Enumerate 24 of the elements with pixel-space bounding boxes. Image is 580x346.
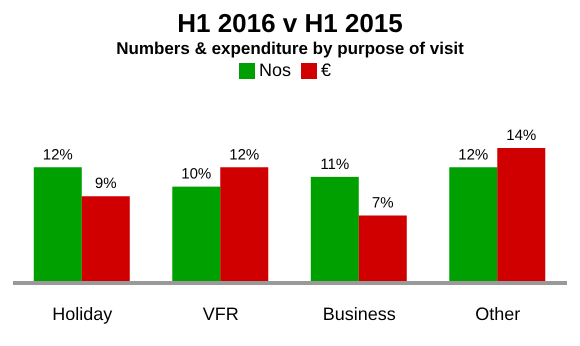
chart-title: H1 2016 v H1 2015: [176, 8, 404, 38]
bar: [82, 196, 130, 283]
x-tick-label: Other: [475, 304, 520, 324]
data-label: 11%: [320, 156, 350, 173]
chart-subtitle: Numbers & expenditure by purpose of visit: [115, 38, 465, 60]
legend-label: Nos: [258, 60, 291, 80]
data-label: 12%: [229, 146, 260, 164]
x-tick-label: Business: [322, 304, 396, 324]
data-label: 14%: [506, 127, 536, 144]
x-tick-label: VFR: [202, 304, 239, 324]
bar: [34, 167, 82, 283]
data-label: 7%: [372, 194, 394, 212]
legend-label: €: [321, 60, 332, 80]
x-tick-label: Holiday: [52, 304, 112, 324]
bar: [449, 167, 498, 283]
bar: [497, 148, 546, 283]
bar: [172, 186, 220, 283]
data-label: 10%: [181, 166, 212, 183]
data-label: 9%: [94, 175, 117, 192]
bar: [310, 176, 359, 283]
data-label: 12%: [458, 146, 488, 164]
bar: [358, 216, 407, 283]
bar: [220, 167, 268, 283]
data-label: 12%: [42, 146, 73, 164]
